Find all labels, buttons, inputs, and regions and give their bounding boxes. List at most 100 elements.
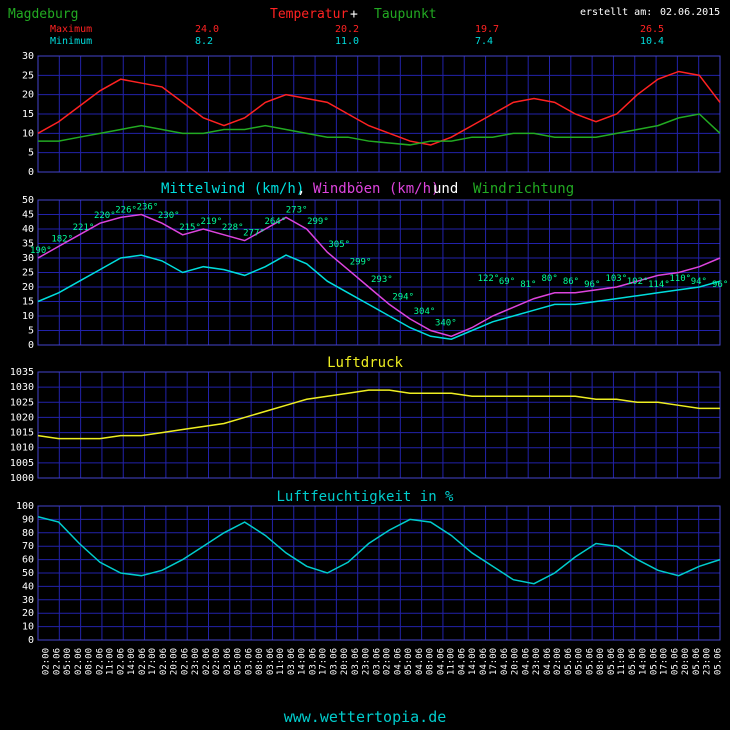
location-label: Magdeburg: [8, 7, 78, 22]
svg-text:50: 50: [22, 195, 34, 206]
svg-text:20:00: 20:00: [681, 648, 691, 675]
svg-text:05.06: 05.06: [585, 648, 595, 675]
svg-text:24.0: 24.0: [195, 24, 219, 35]
svg-text:10: 10: [22, 622, 34, 633]
svg-text:0: 0: [28, 167, 34, 178]
svg-text:304°: 304°: [414, 307, 436, 317]
svg-text:Maximum: Maximum: [50, 24, 92, 35]
svg-text:1015: 1015: [10, 428, 34, 439]
svg-text:04.06: 04.06: [522, 648, 532, 675]
svg-text:11:00: 11:00: [276, 648, 286, 675]
svg-text:70: 70: [22, 541, 34, 552]
svg-text:02:00: 02:00: [42, 648, 52, 675]
svg-text:02.06: 02.06: [181, 648, 191, 675]
svg-text:Luftfeuchtigkeit in %: Luftfeuchtigkeit in %: [276, 489, 454, 505]
svg-text:03.06: 03.06: [308, 648, 318, 675]
svg-text:11:00: 11:00: [447, 648, 457, 675]
svg-text:03.06: 03.06: [351, 648, 361, 675]
svg-text:103°: 103°: [605, 274, 627, 284]
svg-text:03.06: 03.06: [372, 648, 382, 675]
svg-text:03.06: 03.06: [330, 648, 340, 675]
svg-text:299°: 299°: [307, 217, 329, 227]
svg-text:40: 40: [22, 581, 34, 592]
svg-text:11:00: 11:00: [106, 648, 116, 675]
svg-text:05.06: 05.06: [564, 648, 574, 675]
svg-text:02.06: 02.06: [74, 648, 84, 675]
svg-text:14:00: 14:00: [127, 648, 137, 675]
svg-text:30: 30: [22, 51, 34, 62]
svg-text:221°: 221°: [73, 223, 95, 233]
svg-text:15: 15: [22, 109, 34, 120]
svg-text:228°: 228°: [222, 223, 244, 233]
svg-text:04.06: 04.06: [394, 648, 404, 675]
svg-text:25: 25: [22, 70, 34, 81]
svg-text:23:00: 23:00: [532, 648, 542, 675]
svg-text:7.4: 7.4: [475, 36, 493, 47]
svg-text:04.06: 04.06: [479, 648, 489, 675]
svg-text:Taupunkt: Taupunkt: [374, 7, 437, 22]
svg-text:0: 0: [28, 635, 34, 646]
svg-text:08:00: 08:00: [596, 648, 606, 675]
svg-text:03.06: 03.06: [223, 648, 233, 675]
svg-text:05:00: 05:00: [574, 648, 584, 675]
svg-text:19.7: 19.7: [475, 24, 499, 35]
svg-text:05.06: 05.06: [671, 648, 681, 675]
svg-text:04.06: 04.06: [415, 648, 425, 675]
svg-text:20.2: 20.2: [335, 24, 359, 35]
svg-text:05.06: 05.06: [649, 648, 659, 675]
svg-text:20: 20: [22, 608, 34, 619]
svg-text:215°: 215°: [179, 223, 201, 233]
svg-text:10: 10: [22, 128, 34, 139]
svg-text:226°: 226°: [115, 205, 137, 215]
svg-text:02:00: 02:00: [212, 648, 222, 675]
svg-text:05:00: 05:00: [63, 648, 73, 675]
svg-text:02.06: 02.06: [159, 648, 169, 675]
svg-text:0: 0: [28, 340, 34, 351]
svg-text:11.0: 11.0: [335, 36, 359, 47]
svg-text:02.06: 02.06: [117, 648, 127, 675]
svg-text:60: 60: [22, 555, 34, 566]
svg-text:02.06: 02.06: [138, 648, 148, 675]
svg-text:05.06: 05.06: [713, 648, 723, 675]
svg-text:05.06: 05.06: [628, 648, 638, 675]
svg-text:294°: 294°: [392, 292, 414, 302]
svg-text:1010: 1010: [10, 443, 34, 454]
svg-text:219°: 219°: [201, 217, 223, 227]
svg-text:,: ,: [297, 181, 305, 197]
svg-text:03.06: 03.06: [287, 648, 297, 675]
svg-text:190°: 190°: [30, 246, 52, 256]
svg-text:8.2: 8.2: [195, 36, 213, 47]
svg-text:20:00: 20:00: [170, 648, 180, 675]
svg-text:05:00: 05:00: [404, 648, 414, 675]
svg-text:182°: 182°: [51, 234, 73, 244]
svg-text:03.06: 03.06: [244, 648, 254, 675]
svg-text:02:00: 02:00: [383, 648, 393, 675]
svg-text:122°: 122°: [478, 274, 500, 284]
svg-text:02.06: 02.06: [202, 648, 212, 675]
svg-text:02.06.2015: 02.06.2015: [660, 7, 720, 18]
svg-text:+: +: [350, 7, 358, 22]
svg-text:14:00: 14:00: [297, 648, 307, 675]
svg-text:23:00: 23:00: [361, 648, 371, 675]
svg-text:45: 45: [22, 210, 34, 221]
svg-text:96°: 96°: [712, 280, 728, 290]
svg-text:Minimum: Minimum: [50, 36, 92, 47]
svg-text:03.06: 03.06: [266, 648, 276, 675]
svg-text:1005: 1005: [10, 458, 34, 469]
svg-text:102°: 102°: [627, 277, 649, 287]
svg-text:20:00: 20:00: [340, 648, 350, 675]
svg-text:04.06: 04.06: [543, 648, 553, 675]
svg-text:Windböen (km/h): Windböen (km/h): [313, 181, 439, 197]
svg-text:1020: 1020: [10, 412, 34, 423]
svg-text:08:00: 08:00: [84, 648, 94, 675]
svg-text:305°: 305°: [328, 240, 350, 250]
svg-text:50: 50: [22, 568, 34, 579]
svg-text:80: 80: [22, 528, 34, 539]
svg-text:20:00: 20:00: [511, 648, 521, 675]
svg-text:17:00: 17:00: [489, 648, 499, 675]
svg-text:1000: 1000: [10, 473, 34, 484]
svg-text:1025: 1025: [10, 397, 34, 408]
svg-text:293°: 293°: [371, 275, 393, 285]
svg-text:299°: 299°: [350, 258, 372, 268]
svg-text:05.06: 05.06: [607, 648, 617, 675]
